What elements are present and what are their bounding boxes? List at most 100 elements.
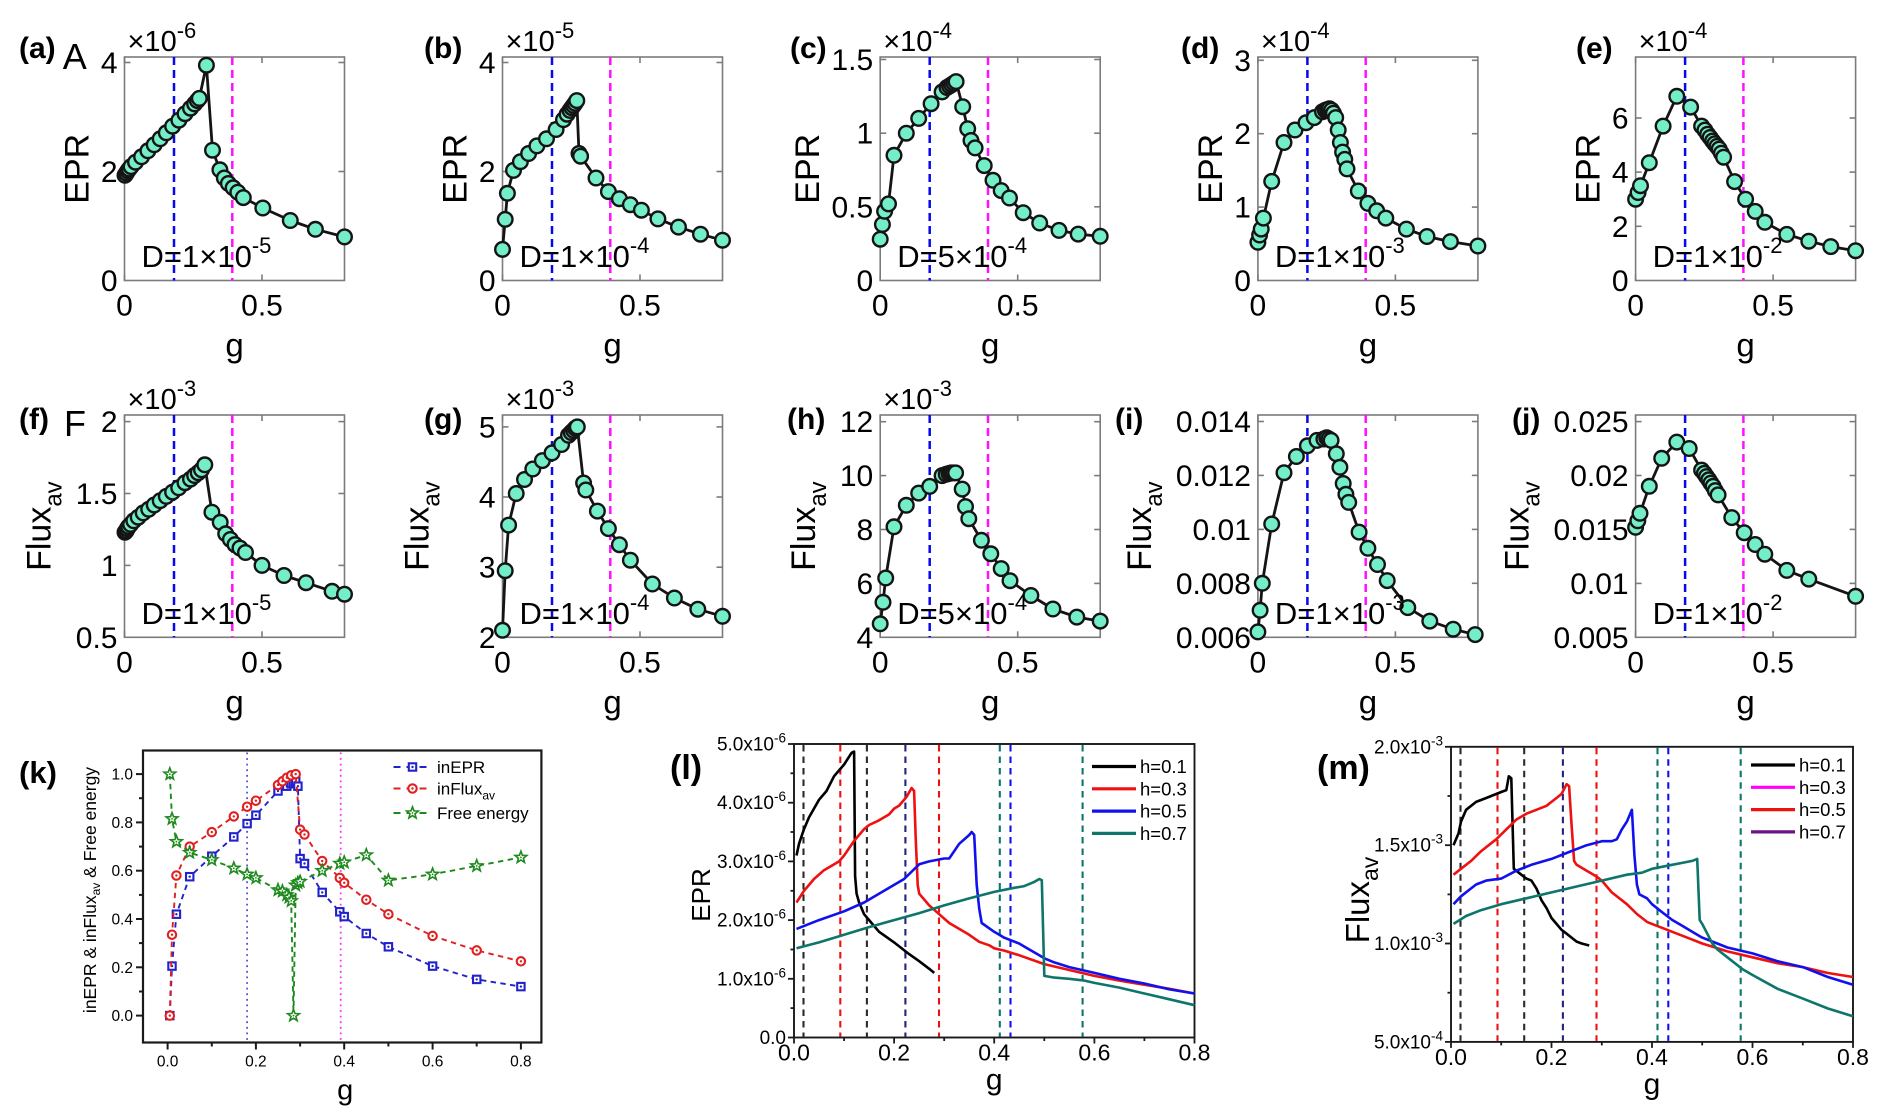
svg-text:0.025: 0.025	[1554, 406, 1629, 439]
svg-text:4: 4	[1612, 157, 1629, 190]
svg-text:0.0: 0.0	[157, 1054, 179, 1071]
svg-text:0: 0	[1627, 646, 1644, 679]
svg-text:h=0.7: h=0.7	[1799, 821, 1846, 842]
svg-text:g: g	[1359, 683, 1377, 720]
svg-text:0.6: 0.6	[422, 1054, 444, 1071]
svg-text:D=5×10-4: D=5×10-4	[897, 590, 1027, 631]
svg-text:0.5: 0.5	[997, 290, 1039, 323]
svg-text:0: 0	[1234, 265, 1251, 298]
svg-text:(f): (f)	[19, 403, 49, 436]
svg-text:0: 0	[1250, 646, 1267, 679]
svg-text:2: 2	[479, 156, 496, 189]
svg-text:D=5×10-4: D=5×10-4	[897, 233, 1027, 274]
svg-text:g: g	[603, 683, 621, 720]
svg-text:0.8: 0.8	[1837, 1044, 1869, 1070]
svg-text:0: 0	[494, 290, 511, 323]
svg-text:4: 4	[479, 47, 496, 80]
svg-text:h=0.1: h=0.1	[1799, 755, 1846, 776]
svg-text:0.5: 0.5	[241, 646, 283, 679]
svg-text:0.01: 0.01	[1193, 514, 1251, 547]
svg-text:inEPR: inEPR	[437, 758, 485, 777]
svg-text:0.008: 0.008	[1176, 568, 1251, 601]
svg-text:0: 0	[857, 265, 874, 298]
svg-text:0.8: 0.8	[1179, 1040, 1211, 1066]
svg-text:EPR: EPR	[437, 134, 475, 204]
svg-text:g: g	[1359, 327, 1377, 364]
svg-text:0: 0	[494, 646, 511, 679]
svg-text:0.012: 0.012	[1176, 460, 1251, 493]
svg-text:5: 5	[479, 411, 496, 444]
svg-text:inFluxav: inFluxav	[437, 780, 495, 803]
svg-text:0.2: 0.2	[1536, 1044, 1568, 1070]
svg-text:0: 0	[1612, 265, 1629, 298]
svg-text:h=0.5: h=0.5	[1799, 799, 1846, 820]
svg-text:0.2: 0.2	[878, 1040, 910, 1066]
svg-text:0.5: 0.5	[1375, 646, 1417, 679]
svg-text:2.0x10-6: 2.0x10-6	[717, 907, 786, 932]
svg-text:D=1×10-3: D=1×10-3	[1275, 590, 1405, 631]
svg-text:g: g	[1644, 1068, 1661, 1101]
svg-text:(g): (g)	[424, 403, 462, 436]
svg-text:D=1×10-4: D=1×10-4	[520, 590, 650, 631]
svg-text:Free energy: Free energy	[437, 804, 529, 823]
svg-text:0.5: 0.5	[831, 191, 873, 224]
svg-text:0.0: 0.0	[111, 1008, 133, 1025]
svg-text:g: g	[981, 683, 999, 720]
svg-text:g: g	[986, 1064, 1003, 1097]
svg-text:2: 2	[479, 622, 496, 655]
svg-text:1.0: 1.0	[111, 767, 133, 784]
svg-text:0.01: 0.01	[1570, 568, 1628, 601]
svg-text:6: 6	[857, 568, 874, 601]
svg-text:2: 2	[1612, 211, 1629, 244]
svg-text:0: 0	[1250, 290, 1267, 323]
svg-text:0.5: 0.5	[76, 622, 118, 655]
svg-text:(a): (a)	[19, 32, 56, 65]
svg-text:(k): (k)	[19, 755, 57, 790]
svg-text:4: 4	[479, 482, 496, 515]
svg-text:Fluxav: Fluxav	[1339, 856, 1383, 943]
svg-text:EPR: EPR	[686, 868, 716, 921]
svg-text:0.5: 0.5	[241, 290, 283, 323]
svg-text:0.5: 0.5	[1375, 290, 1417, 323]
svg-text:0: 0	[1627, 290, 1644, 323]
svg-text:0.0: 0.0	[760, 1028, 786, 1049]
svg-text:EPR: EPR	[789, 134, 827, 204]
svg-text:inEPR & inFluxav & Free energy: inEPR & inFluxav & Free energy	[80, 767, 103, 1013]
svg-text:EPR: EPR	[59, 134, 97, 204]
svg-text:0.2: 0.2	[111, 960, 133, 977]
svg-text:D=1×10-5: D=1×10-5	[142, 233, 272, 274]
svg-text:12: 12	[840, 406, 873, 439]
svg-text:0.8: 0.8	[111, 815, 133, 832]
svg-text:(i): (i)	[1115, 403, 1143, 436]
svg-text:0: 0	[872, 290, 889, 323]
svg-text:0: 0	[116, 646, 133, 679]
svg-text:D=1×10-4: D=1×10-4	[520, 233, 650, 274]
svg-text:0.6: 0.6	[111, 863, 133, 880]
svg-text:EPR: EPR	[1192, 134, 1230, 204]
svg-text:(l): (l)	[670, 749, 702, 787]
svg-text:(d): (d)	[1181, 32, 1219, 65]
svg-text:D=1×10-2: D=1×10-2	[1653, 233, 1783, 274]
svg-text:4: 4	[857, 622, 874, 655]
svg-text:1.5: 1.5	[831, 44, 873, 77]
svg-text:0.015: 0.015	[1554, 514, 1629, 547]
svg-text:0.5: 0.5	[619, 290, 661, 323]
svg-text:g: g	[225, 327, 243, 364]
svg-text:1: 1	[1234, 192, 1251, 225]
svg-text:h=0.1: h=0.1	[1140, 756, 1187, 777]
svg-text:0.4: 0.4	[978, 1040, 1010, 1066]
svg-text:0.4: 0.4	[111, 912, 133, 929]
svg-text:1: 1	[101, 550, 118, 583]
svg-text:0: 0	[479, 265, 496, 298]
svg-text:0.5: 0.5	[1752, 290, 1794, 323]
svg-text:2: 2	[1234, 118, 1251, 151]
svg-text:h=0.7: h=0.7	[1140, 823, 1187, 844]
svg-text:0.6: 0.6	[1078, 1040, 1110, 1066]
svg-text:0.4: 0.4	[1636, 1044, 1668, 1070]
svg-text:3: 3	[479, 552, 496, 585]
svg-text:0.2: 0.2	[245, 1054, 267, 1071]
svg-text:g: g	[1736, 683, 1754, 720]
svg-text:1: 1	[857, 118, 874, 151]
svg-text:A: A	[63, 36, 87, 77]
svg-text:D=1×10-5: D=1×10-5	[142, 590, 272, 631]
